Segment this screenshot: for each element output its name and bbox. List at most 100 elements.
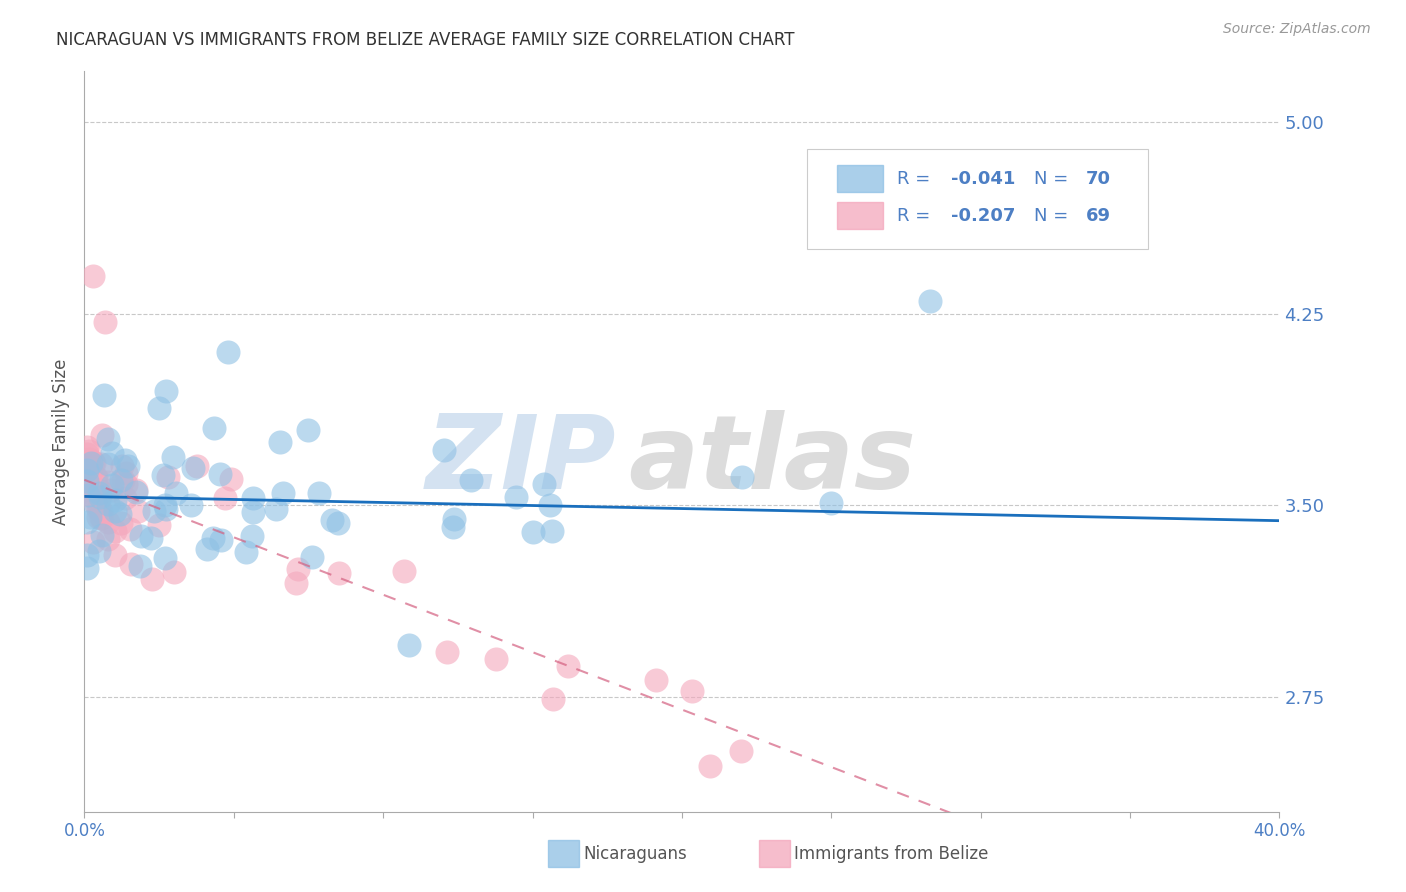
Point	[76, 458, 98, 472]
Point	[202, 420, 225, 434]
Point	[76, 484, 98, 499]
Point	[83, 496, 105, 510]
Point	[104, 524, 127, 538]
Point	[97, 475, 120, 489]
Point	[89, 544, 111, 558]
Point	[285, 576, 308, 591]
Point	[398, 638, 420, 652]
Point	[125, 484, 148, 499]
Point	[165, 486, 187, 500]
Point	[79, 456, 101, 470]
Point	[730, 744, 752, 758]
Point	[326, 516, 349, 530]
Point	[115, 477, 138, 491]
Point	[538, 499, 561, 513]
Text: 70: 70	[1085, 169, 1111, 187]
Text: 69: 69	[1085, 207, 1111, 225]
Point	[321, 512, 343, 526]
Text: -0.041: -0.041	[950, 169, 1015, 187]
Point	[460, 473, 482, 487]
Point	[87, 501, 110, 516]
Point	[128, 558, 150, 573]
Point	[76, 441, 98, 455]
Point	[84, 470, 107, 484]
Point	[84, 475, 107, 489]
Point	[125, 483, 148, 497]
Point	[328, 566, 350, 580]
Point	[93, 388, 115, 402]
Point	[153, 551, 176, 566]
Point	[269, 435, 291, 450]
Point	[76, 447, 98, 461]
Point	[120, 557, 142, 571]
Point	[97, 433, 120, 447]
Point	[91, 485, 114, 500]
Point	[110, 516, 132, 531]
Point	[76, 477, 98, 491]
Point	[97, 516, 120, 530]
Point	[83, 481, 105, 495]
Point	[155, 384, 177, 398]
Point	[181, 461, 204, 475]
Point	[443, 520, 465, 534]
Point	[89, 485, 111, 500]
Point	[533, 476, 555, 491]
Point	[97, 457, 120, 471]
Point	[111, 458, 134, 473]
Point	[645, 673, 668, 688]
Text: Source: ZipAtlas.com: Source: ZipAtlas.com	[1223, 22, 1371, 37]
Point	[129, 529, 152, 543]
Point	[87, 500, 110, 514]
Point	[287, 562, 309, 576]
Point	[731, 470, 754, 484]
Point	[79, 459, 101, 474]
Point	[541, 524, 564, 538]
Point	[485, 652, 508, 666]
Point	[83, 457, 105, 471]
Point	[114, 452, 136, 467]
Point	[235, 544, 257, 558]
Point	[128, 504, 150, 518]
Point	[197, 541, 219, 556]
Point	[143, 503, 166, 517]
Point	[87, 510, 110, 524]
Point	[208, 467, 231, 481]
Text: R =: R =	[897, 207, 936, 225]
Point	[89, 490, 111, 504]
Point	[110, 473, 132, 487]
Point	[219, 472, 242, 486]
Point	[82, 535, 104, 549]
Point	[242, 505, 264, 519]
Point	[79, 510, 101, 524]
Point	[180, 498, 202, 512]
Point	[115, 466, 138, 480]
Bar	[838, 165, 883, 192]
Point	[77, 488, 100, 502]
Point	[557, 659, 579, 673]
Point	[242, 491, 264, 505]
Point	[108, 507, 131, 521]
Text: -0.207: -0.207	[950, 207, 1015, 225]
Point	[97, 533, 120, 547]
Point	[79, 488, 101, 502]
Point	[297, 423, 319, 437]
Point	[308, 486, 330, 500]
Point	[214, 491, 236, 505]
Point	[436, 644, 458, 658]
Point	[77, 444, 100, 458]
Y-axis label: Average Family Size: Average Family Size	[52, 359, 70, 524]
Point	[153, 498, 176, 512]
Point	[76, 561, 98, 575]
Point	[90, 457, 112, 471]
Point	[103, 504, 125, 518]
Point	[94, 314, 117, 328]
Point	[100, 446, 122, 460]
Point	[90, 511, 112, 525]
Point	[209, 533, 232, 547]
Point	[699, 759, 721, 773]
Point	[90, 511, 112, 525]
Point	[83, 470, 105, 484]
Text: Nicaraguans: Nicaraguans	[583, 845, 688, 863]
Point	[505, 490, 527, 504]
Point	[82, 454, 104, 468]
